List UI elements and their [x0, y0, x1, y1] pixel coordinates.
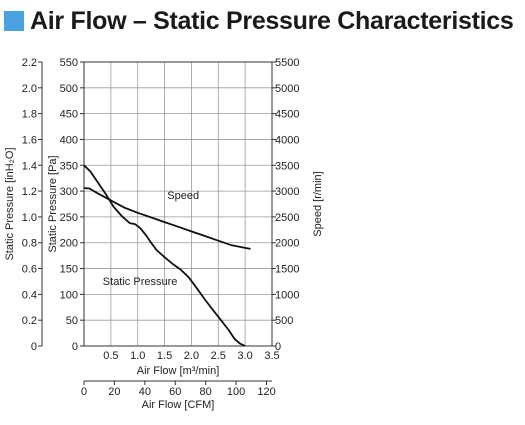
cfm-tick-label: 40	[139, 386, 151, 398]
pa-tick-label: 150	[60, 264, 78, 276]
inh2o-tick-label: 1.2	[22, 186, 37, 198]
speed-tick-label: 3500	[275, 160, 299, 172]
inh2o-tick-label: 1.8	[22, 109, 37, 121]
pa-tick-label: 500	[60, 83, 78, 95]
x-tick-label: 1.0	[130, 350, 145, 362]
cfm-tick-label: 100	[227, 386, 245, 398]
speed-tick-label: 4000	[275, 134, 299, 146]
speed-tick-label: 0	[275, 341, 281, 353]
inh2o-tick-label: 0.6	[22, 264, 37, 276]
chart-title: Air Flow – Static Pressure Characteristi…	[30, 6, 514, 35]
axes-layer	[38, 61, 276, 385]
pa-tick-label: 200	[60, 238, 78, 250]
speed-tick-label: 500	[275, 315, 293, 327]
speed-tick-label: 1000	[275, 289, 299, 301]
cfm-tick-label: 80	[200, 386, 212, 398]
speed-tick-label: 1500	[275, 264, 299, 276]
pa-tick-label: 350	[60, 160, 78, 172]
inh2o-tick-label: 1.4	[22, 160, 37, 172]
x-tick-label: 1.5	[157, 350, 172, 362]
x-tick-label: 0.5	[103, 350, 118, 362]
title-marker-square	[4, 11, 24, 31]
inh2o-tick-label: 0.4	[22, 289, 37, 301]
inh2o-tick-label: 0	[31, 341, 37, 353]
cfm-axis-title: Air Flow [CFM]	[142, 399, 215, 411]
cfm-tick-label: 0	[81, 386, 87, 398]
grid-layer	[84, 62, 272, 346]
inh2o-tick-label: 1.6	[22, 134, 37, 146]
speed-axis-title: Speed [r/min]	[312, 171, 324, 236]
speed-series-line	[83, 187, 251, 250]
speed-tick-label: 2000	[275, 238, 299, 250]
x-tick-label: 3.0	[237, 350, 252, 362]
pa-tick-label: 450	[60, 109, 78, 121]
pa-tick-label: 400	[60, 134, 78, 146]
pa-tick-label: 50	[66, 315, 78, 327]
static-pressure-series-line	[83, 164, 246, 347]
inh2o-tick-label: 0.2	[22, 315, 37, 327]
speed-tick-label: 3000	[275, 186, 299, 198]
pa-tick-label: 100	[60, 289, 78, 301]
speed-tick-label: 4500	[275, 109, 299, 121]
cfm-tick-label: 20	[108, 386, 120, 398]
x-tick-label: 2.0	[184, 350, 199, 362]
x-tick-label: 3.5	[264, 350, 279, 362]
inh2o-tick-label: 1.0	[22, 212, 37, 224]
speed-tick-label: 2500	[275, 212, 299, 224]
plot-frame	[83, 61, 273, 347]
labels-layer: 05010015020025030035040045050055000.20.4…	[4, 57, 324, 411]
speed-tick-label: 5000	[275, 83, 299, 95]
inh2o-axis-title: Static Pressure [inH₂O]	[4, 147, 16, 260]
speed-tick-label: 5500	[275, 57, 299, 69]
inh2o-tick-label: 2.0	[22, 83, 37, 95]
series-layer	[83, 164, 251, 347]
cfm-tick-label: 60	[169, 386, 181, 398]
pa-tick-label: 250	[60, 212, 78, 224]
x-tick-label: 2.5	[211, 350, 226, 362]
pa-tick-label: 550	[60, 57, 78, 69]
cfm-tick-label: 120	[257, 386, 275, 398]
pa-tick-label: 300	[60, 186, 78, 198]
static-pressure-curve-label: Static Pressure	[103, 276, 178, 288]
speed-curve-label: Speed	[167, 190, 199, 202]
inh2o-tick-label: 0.8	[22, 238, 37, 250]
chart-header: Air Flow – Static Pressure Characteristi…	[4, 5, 514, 37]
inh2o-tick-label: 2.2	[22, 57, 37, 69]
x-axis-title: Air Flow [m³/min]	[137, 365, 220, 377]
pa-axis-title: Static Pressure [Pa]	[47, 155, 59, 252]
pa-tick-label: 0	[72, 341, 78, 353]
